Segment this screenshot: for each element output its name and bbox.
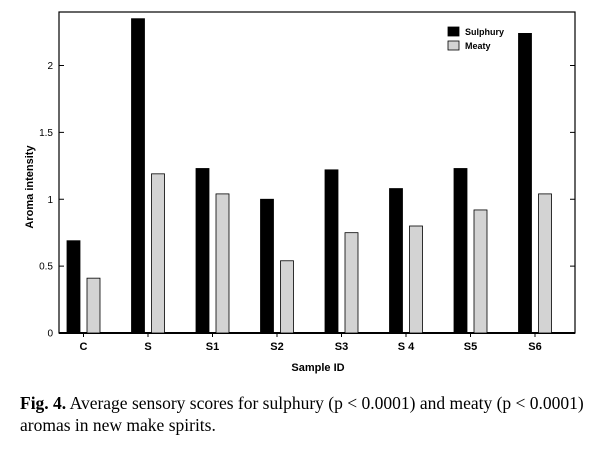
y-tick-label: 0 bbox=[47, 329, 53, 340]
y-tick-label: 1 bbox=[47, 195, 53, 206]
bar-sulphury-s2 bbox=[260, 198, 274, 334]
caption-text: Average sensory scores for sulphury (p <… bbox=[20, 393, 584, 435]
legend-label-meaty: Meaty bbox=[465, 41, 491, 51]
x-tick-label: S3 bbox=[335, 341, 348, 353]
x-tick-label: S 4 bbox=[398, 341, 415, 353]
x-axis-ticks: C S S1 S2 S3 S 4 S5 S6 bbox=[80, 333, 542, 353]
y-axis-title: Aroma intensity bbox=[24, 145, 36, 229]
bar-meaty-s3 bbox=[344, 232, 359, 334]
bar-chart: 0 0.5 1 1.5 2 C S S1 S2 S3 S 4 S5 S6 Aroma intensit… bbox=[24, 11, 576, 374]
x-tick-label: S6 bbox=[528, 341, 541, 353]
x-tick-label: S1 bbox=[206, 341, 219, 353]
figure-caption: Fig. 4. Average sensory scores for sulph… bbox=[20, 392, 585, 436]
figure-label: Fig. 4. bbox=[20, 393, 67, 413]
x-tick-label: S bbox=[144, 341, 151, 353]
bar-sulphury-c bbox=[66, 240, 81, 334]
y-tick-label: 0.5 bbox=[39, 262, 53, 273]
x-tick-label: S2 bbox=[270, 341, 283, 353]
bar-sulphury-s bbox=[131, 18, 145, 334]
bar-sulphury-s5 bbox=[453, 168, 468, 334]
legend: Sulphury Meaty bbox=[447, 26, 504, 51]
y-axis-ticks: 0 0.5 1 1.5 2 bbox=[39, 61, 575, 340]
bar-meaty-s4 bbox=[409, 225, 423, 334]
bar-meaty-s bbox=[151, 173, 165, 334]
bar-sulphury-s6 bbox=[518, 33, 532, 334]
legend-swatch-meaty bbox=[447, 40, 460, 51]
legend-label-sulphury: Sulphury bbox=[465, 27, 504, 37]
bar-meaty-s2 bbox=[280, 260, 294, 334]
bar-meaty-s6 bbox=[538, 193, 552, 334]
x-axis-title: Sample ID bbox=[291, 362, 344, 374]
x-tick-label: C bbox=[80, 341, 88, 353]
bar-sulphury-s1 bbox=[195, 168, 210, 334]
bar-meaty-s1 bbox=[215, 193, 230, 334]
bar-meaty-c bbox=[86, 277, 101, 334]
bar-meaty-s5 bbox=[473, 209, 488, 334]
bars-group bbox=[66, 18, 552, 334]
x-tick-label: S5 bbox=[464, 341, 477, 353]
plot-frame bbox=[58, 11, 576, 334]
bar-sulphury-s4 bbox=[389, 188, 403, 334]
y-tick-label: 2 bbox=[47, 61, 53, 72]
bar-sulphury-s3 bbox=[324, 169, 339, 334]
y-tick-label: 1.5 bbox=[39, 128, 53, 139]
legend-swatch-sulphury bbox=[447, 26, 460, 37]
